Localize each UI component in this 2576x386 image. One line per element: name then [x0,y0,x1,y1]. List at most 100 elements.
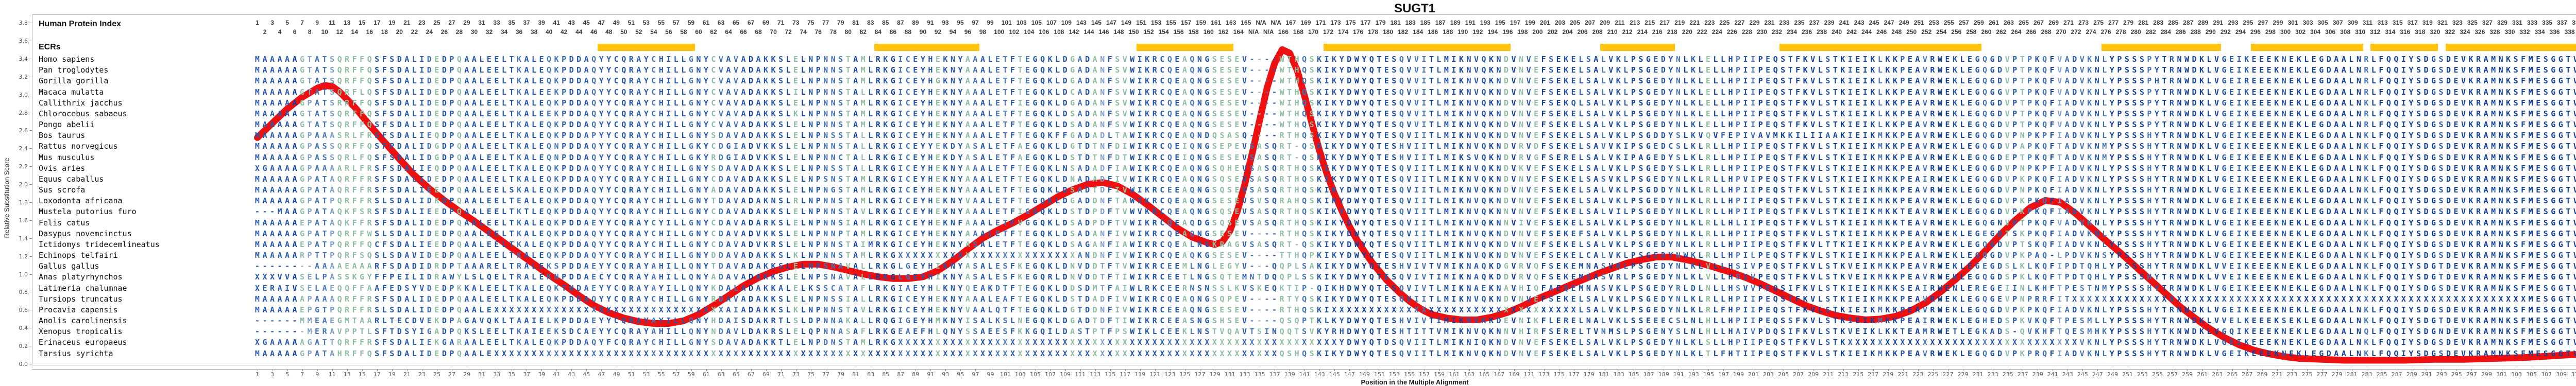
residue-cell: A [284,142,290,151]
residue-cell: T [1377,152,1382,162]
residue-cell: E [2259,142,2264,151]
residue-cell: C [711,109,716,118]
residue-cell: S [2132,65,2137,75]
residue-cell: N [2020,131,2025,141]
ecr-bar [598,44,695,51]
residue-cell: P [2147,65,2152,75]
residue-cell: Q [337,65,342,75]
residue-cell: L [801,76,806,86]
residue-cell: E [995,185,1000,195]
residue-cell: K [771,98,776,108]
residue-cell: D [577,65,582,75]
residue-cell: N [1519,98,1524,108]
residue-cell: D [2192,131,2197,141]
residue-cell: N [2356,87,2361,97]
residue-cell: Y [1362,174,1367,184]
residue-cell: P [816,87,821,97]
residue-cell: G [1990,109,1995,118]
residue-cell: N [2356,142,2361,151]
residue-cell: V [733,55,738,64]
residue-cell: Q [1190,120,1195,129]
residue-cell: S [1392,109,1397,118]
residue-cell: A [269,76,275,86]
residue-cell: I [1451,55,1456,64]
residue-cell: A [1594,76,1599,86]
residue-cell: I [1743,131,1748,141]
residue-cell: A [741,142,746,151]
residue-cell: P [562,152,567,162]
residue-cell: K [2468,131,2473,141]
residue-cell: D [397,87,402,97]
residue-cell: Y [920,185,925,195]
residue-cell: C [614,98,619,108]
residue-cell: K [2087,98,2092,108]
residue-cell: Y [1362,152,1367,162]
residue-cell: E [2311,87,2316,97]
residue-cell: S [389,185,395,195]
residue-cell: T [2162,109,2167,118]
residue-cell: P [449,98,454,108]
residue-cell: V [1922,65,1927,75]
residue-cell: K [1616,152,1621,162]
residue-cell: A [464,131,469,141]
residue-cell: G [2558,55,2563,64]
residue-cell: Q [1272,185,1277,195]
residue-cell: E [2536,163,2541,173]
residue-cell: N [2094,109,2099,118]
residue-cell: V [1526,120,1531,129]
residue-cell: A [853,98,858,108]
residue-cell: T [1122,152,1127,162]
residue-cell: C [1160,98,1165,108]
residue-cell: H [658,109,664,118]
residue-cell: K [2087,163,2092,173]
residue-cell: K [1317,55,1322,64]
residue-cell: P [2012,109,2018,118]
residue-cell: E [995,120,1000,129]
residue-cell: G [2319,109,2324,118]
residue-cell: V [2461,55,2466,64]
residue-cell: C [1160,152,1165,162]
residue-cell: P [1900,87,1905,97]
residue-cell: K [1870,98,1875,108]
residue-cell: S [1309,152,1314,162]
residue-cell: Q [1773,87,1778,97]
residue-cell: E [1907,65,1912,75]
residue-cell: N [2094,174,2099,184]
residue-cell: A [1594,174,1599,184]
residue-cell: N [1197,87,1202,97]
residue-cell: C [905,163,910,173]
residue-cell: N [2094,163,2099,173]
residue-cell: R [2476,131,2481,141]
residue-cell: H [1728,174,1733,184]
residue-cell: L [1579,163,1584,173]
residue-cell: Q [1272,163,1277,173]
residue-cell: G [2319,87,2324,97]
residue-cell: Y [1339,185,1344,195]
residue-cell: R [1152,142,1157,151]
residue-cell: S [1115,76,1120,86]
residue-cell: V [733,185,738,195]
residue-cell: I [1421,152,1427,162]
residue-cell: I [1421,87,1427,97]
residue-cell: R [2364,65,2369,75]
residue-cell: N [823,185,828,195]
residue-cell: S [1115,65,1120,75]
residue-cell: L [1579,109,1584,118]
residue-cell: - [1294,152,1299,162]
residue-cell: C [651,76,656,86]
residue-cell: F [1795,109,1801,118]
residue-cell: K [2087,152,2092,162]
residue-cell: M [860,55,866,64]
residue-cell: Q [1369,109,1374,118]
residue-cell: E [494,98,499,108]
residue-cell: I [2236,55,2242,64]
residue-cell: E [434,109,439,118]
residue-cell: E [2453,163,2459,173]
residue-cell: R [345,131,350,141]
residue-cell: M [2491,142,2496,151]
residue-cell: E [434,55,439,64]
residue-cell: K [1952,142,1957,151]
residue-cell: R [2476,142,2481,151]
residue-cell: Y [703,142,708,151]
